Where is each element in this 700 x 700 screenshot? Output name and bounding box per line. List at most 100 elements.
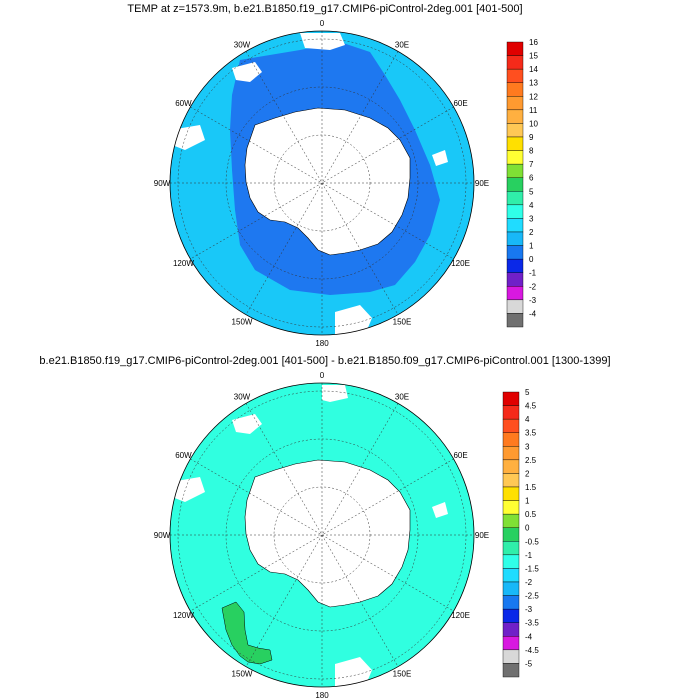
longitude-label: 180 <box>315 691 329 700</box>
positive-anomaly-patch <box>221 601 273 665</box>
longitude-label: 120E <box>451 611 470 620</box>
colorbar-swatch <box>502 541 520 556</box>
colorbar-label: -4.5 <box>525 646 539 655</box>
colorbar-swatch <box>502 663 520 678</box>
colorbar-swatch <box>506 41 524 56</box>
longitude-label: 30E <box>395 40 409 49</box>
seafloor-mask <box>300 33 345 50</box>
longitude-label: 60W <box>175 451 192 460</box>
colorbar-swatch <box>506 204 524 219</box>
colorbar-swatch <box>502 527 520 542</box>
colorbar-label: 1 <box>525 497 530 506</box>
colorbar-swatch <box>506 177 524 192</box>
longitude-label: 90E <box>475 179 489 188</box>
graticule <box>170 383 474 687</box>
colorbar-label: -1 <box>529 269 537 278</box>
colorbar-label: 11 <box>529 106 538 115</box>
colorbar-label: 6 <box>529 174 534 183</box>
longitude-label: 0 <box>320 371 325 380</box>
colorbar-label: 2 <box>525 469 530 478</box>
colorbar-swatch <box>506 313 524 328</box>
longitude-label: 90W <box>154 179 171 188</box>
longitude-label: 30E <box>395 392 409 401</box>
colorbar-swatch <box>506 163 524 178</box>
colorbar-swatch <box>506 272 524 287</box>
colorbar-swatch <box>502 446 520 461</box>
colorbar-label: 13 <box>529 79 538 88</box>
colorbar-label: 14 <box>529 65 538 74</box>
colorbar-label: 15 <box>529 52 538 61</box>
seafloor-mask <box>335 305 372 335</box>
colorbar-swatch <box>506 231 524 246</box>
colorbar-label: -3 <box>529 296 537 305</box>
colorbar-label: -4 <box>529 309 537 318</box>
colorbar-label: -4 <box>525 632 533 641</box>
colorbar-swatch <box>506 109 524 124</box>
colorbar-label: -3 <box>525 605 533 614</box>
longitude-label: 120W <box>173 611 194 620</box>
colorbar-label: 3.5 <box>525 429 537 438</box>
antarctica-landmass <box>244 107 411 256</box>
colorbar-swatch <box>502 391 520 406</box>
longitude-labels: 0 30E 60E 90E 120E 150E 180 150W 120W 90W 60W 30W <box>154 19 489 348</box>
colorbar-swatch <box>502 459 520 474</box>
colorbar-swatch <box>502 432 520 447</box>
map-boundary <box>169 382 475 688</box>
colorbar-label: 3 <box>525 442 530 451</box>
colorbar-swatch <box>502 486 520 501</box>
colorbar-swatch <box>502 500 520 515</box>
panel-1-title: TEMP at z=1573.9m, b.e21.B1850.f19_g17.C… <box>127 3 523 15</box>
colorbar-label: -0.5 <box>525 537 539 546</box>
colorbar-swatch <box>502 649 520 664</box>
colorbar-swatch <box>506 286 524 301</box>
seafloor-mask <box>335 657 372 687</box>
colorbar-swatch <box>506 136 524 151</box>
colorbar-label: 1 <box>529 242 534 251</box>
longitude-label: 150E <box>393 670 412 679</box>
colorbar-label: -2.5 <box>525 592 539 601</box>
colorbar-swatch <box>502 473 520 488</box>
graticule <box>170 31 474 335</box>
colorbar-label: -2 <box>525 578 533 587</box>
panel-2-title: b.e21.B1850.f19_g17.CMIP6-piControl-2deg… <box>39 355 611 367</box>
longitude-label: 150W <box>232 670 253 679</box>
colorbar-swatch <box>502 554 520 569</box>
colorbar-label: 7 <box>529 160 534 169</box>
antarctica-landmass <box>244 459 411 608</box>
colorbar-label: 4.5 <box>525 402 537 411</box>
colorbar-label: 2 <box>529 228 534 237</box>
colorbar-swatch <box>502 581 520 596</box>
colorbar-label: -5 <box>525 659 533 668</box>
colorbar-swatch <box>502 622 520 637</box>
seafloor-mask <box>432 150 448 166</box>
colorbar-label: 10 <box>529 119 538 128</box>
colorbar-label: 5 <box>529 187 534 196</box>
colorbar-label: 4 <box>529 201 534 210</box>
longitude-label: 60W <box>175 99 192 108</box>
longitude-label: 90E <box>475 531 489 540</box>
colorbar-label: 4 <box>525 415 530 424</box>
longitude-label: 150E <box>393 318 412 327</box>
colorbar-swatch <box>506 191 524 206</box>
longitude-label: 150W <box>232 318 253 327</box>
colorbar-label: -3.5 <box>525 619 539 628</box>
longitude-label: 180 <box>315 339 329 348</box>
colorbar-swatch <box>506 258 524 273</box>
colorbar-swatch <box>502 636 520 651</box>
colorbar-swatch <box>506 245 524 260</box>
colorbar-swatch <box>502 513 520 528</box>
seafloor-mask <box>232 62 262 82</box>
colorbar-swatch <box>506 68 524 83</box>
colorbar-swatch <box>502 405 520 420</box>
colorbar-label: 16 <box>529 38 538 47</box>
longitude-label: 60E <box>453 451 467 460</box>
colorbar-swatch <box>506 82 524 97</box>
colorbar-label: -1 <box>525 551 533 560</box>
colorbar-label: 0 <box>525 524 530 533</box>
colorbar-swatch <box>502 418 520 433</box>
colorbar-label: -1.5 <box>525 564 539 573</box>
colorbar: 5 4.5 4 3.5 3 2.5 2 1.5 1 0.5 0 -0.5 -1 -1.5 -2 -2.5 -3 -… <box>502 388 539 678</box>
